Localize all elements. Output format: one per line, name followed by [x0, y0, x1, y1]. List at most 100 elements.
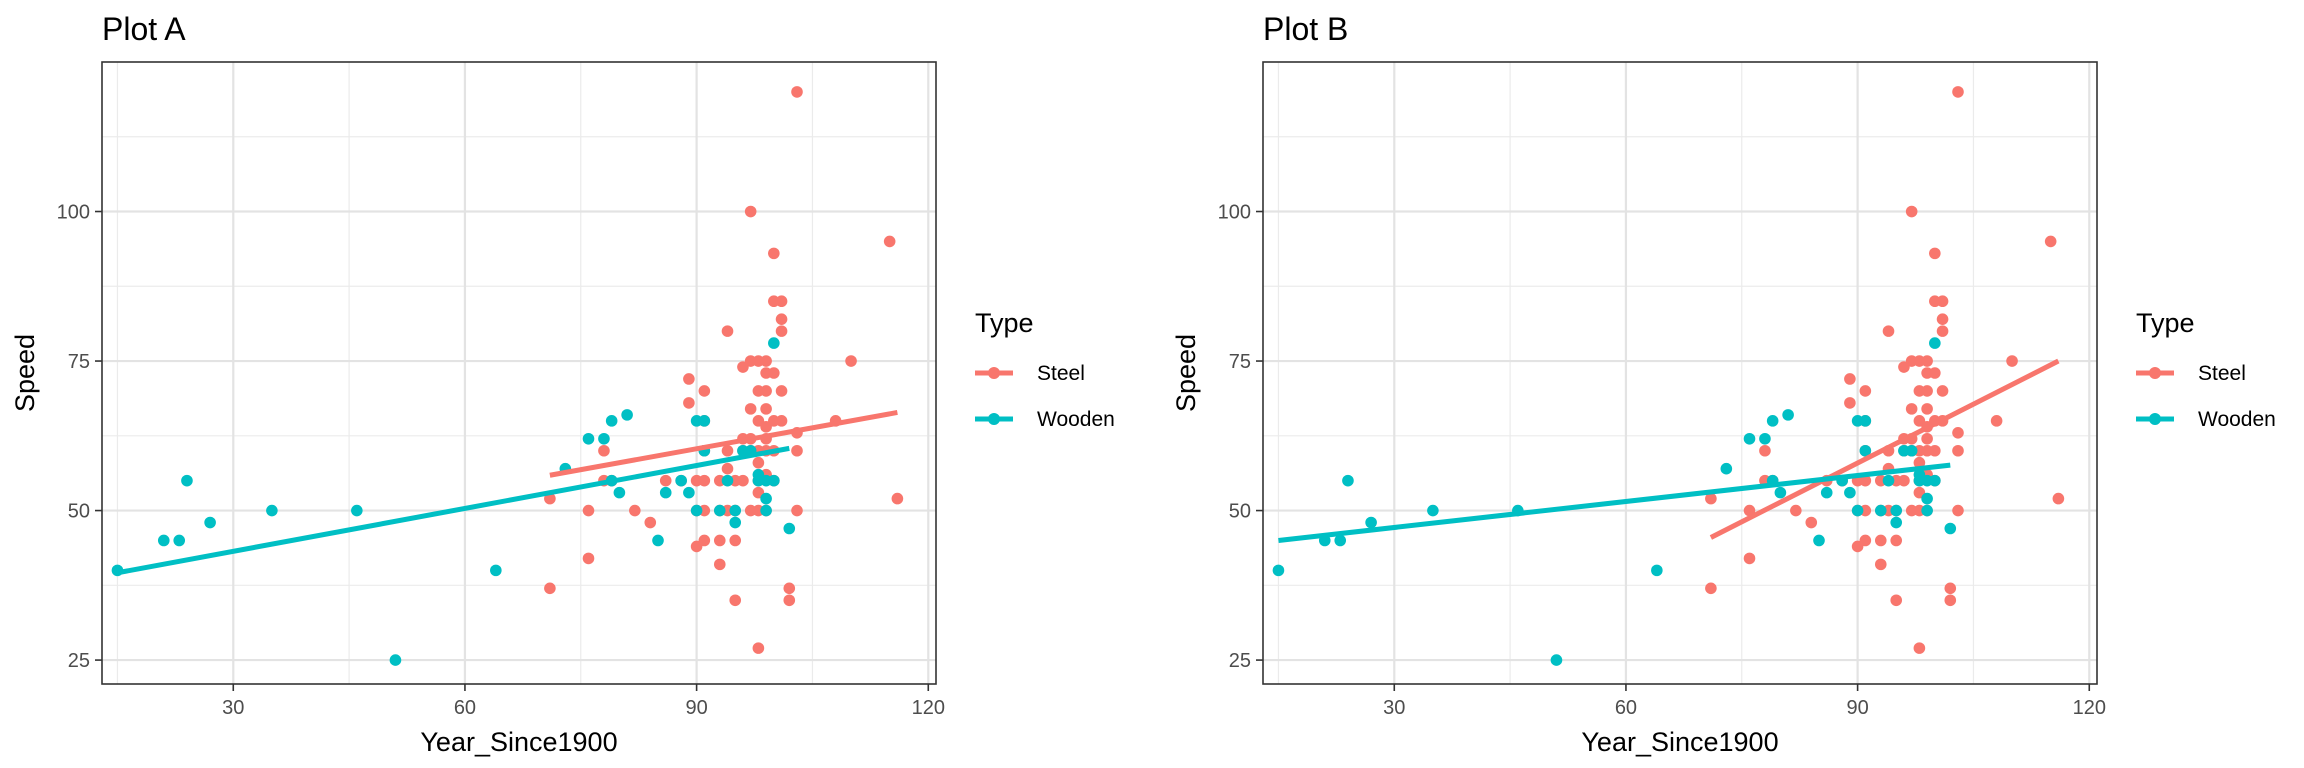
x-axis-title: Year_Since1900	[420, 727, 617, 757]
panel-background	[102, 62, 936, 684]
data-point-steel	[1952, 504, 1964, 517]
data-point-wooden	[1844, 486, 1856, 499]
data-point-wooden	[1929, 474, 1941, 487]
data-point-steel	[698, 385, 711, 397]
panel-border	[101, 61, 937, 685]
data-point-wooden	[1759, 432, 1771, 445]
data-point-steel	[1990, 415, 2003, 427]
panel-background	[1263, 62, 2097, 684]
legend-label-steel: Steel	[2198, 362, 2246, 385]
legend-title: Type	[2136, 308, 2195, 338]
data-point-steel	[760, 385, 772, 397]
data-point-steel	[783, 594, 796, 607]
data-point-wooden	[266, 504, 278, 517]
data-point-steel	[1890, 594, 1903, 607]
data-point-wooden	[1921, 492, 1933, 505]
data-point-wooden	[181, 474, 193, 487]
data-point-steel	[1790, 504, 1802, 517]
y-tick-label: 75	[68, 351, 90, 373]
data-point-steel	[1944, 582, 1957, 595]
data-point-wooden	[1890, 516, 1903, 529]
data-point-wooden	[652, 534, 664, 547]
data-point-steel	[791, 86, 803, 98]
data-point-steel	[775, 385, 788, 397]
data-point-wooden	[1882, 474, 1895, 487]
data-point-wooden	[675, 474, 687, 487]
data-point-steel	[1921, 355, 1933, 367]
data-point-steel	[1859, 534, 1872, 547]
data-point-wooden	[1851, 504, 1864, 517]
data-point-wooden	[698, 415, 711, 427]
data-point-steel	[1859, 385, 1872, 397]
data-point-wooden	[1365, 516, 1377, 529]
data-point-steel	[2044, 235, 2057, 248]
data-point-wooden	[768, 337, 780, 349]
data-point-steel	[760, 403, 772, 415]
data-point-wooden	[204, 516, 216, 529]
gridlines	[1263, 62, 2097, 684]
data-point-steel	[1705, 492, 1717, 505]
data-point-steel	[629, 504, 641, 517]
data-point-wooden	[1720, 462, 1733, 475]
data-point-wooden	[768, 474, 780, 487]
data-point-steel	[737, 474, 749, 487]
plot-panel-2: 30 60 90 120 25 50 75 100 Year_Since1900 Speed Plo…	[1171, 11, 2276, 757]
data-point-wooden	[621, 409, 633, 421]
data-point-wooden	[1929, 337, 1941, 349]
data-points	[1272, 86, 2065, 666]
data-point-steel	[2052, 492, 2065, 505]
data-point-wooden	[1651, 564, 1663, 577]
data-point-wooden	[683, 486, 695, 499]
legend-label-wooden: Wooden	[2198, 408, 2276, 431]
y-tick-label: 25	[68, 650, 90, 672]
data-point-steel	[744, 205, 757, 218]
legend: Type Steel Wooden	[2136, 308, 2276, 431]
data-point-wooden	[721, 474, 734, 487]
data-point-wooden	[1743, 432, 1756, 445]
data-point-wooden	[729, 504, 742, 517]
chart-title: Plot A	[102, 11, 186, 47]
data-point-steel	[775, 295, 788, 308]
panel-border	[1262, 61, 2098, 685]
data-point-steel	[752, 456, 765, 469]
data-point-wooden	[1550, 654, 1563, 666]
data-point-steel	[1898, 474, 1910, 487]
data-point-wooden	[157, 534, 170, 547]
legend: Type Steel Wooden	[975, 308, 1115, 431]
x-tick-label: 30	[1383, 697, 1405, 719]
data-point-steel	[1921, 432, 1933, 445]
data-point-wooden	[1272, 564, 1285, 577]
data-point-steel	[1905, 205, 1918, 218]
data-point-steel	[752, 642, 765, 654]
data-point-wooden	[173, 534, 186, 547]
data-point-steel	[582, 504, 595, 517]
data-point-steel	[891, 492, 904, 505]
data-point-wooden	[582, 432, 595, 445]
data-point-steel	[729, 594, 742, 607]
data-point-wooden	[760, 492, 772, 505]
y-tick-label: 50	[1229, 501, 1251, 523]
data-point-steel	[775, 325, 788, 337]
data-point-steel	[1952, 444, 1964, 457]
data-point-wooden	[1334, 534, 1347, 547]
data-point-steel	[683, 397, 695, 409]
x-tick-label: 60	[454, 697, 476, 719]
data-point-steel	[883, 235, 896, 248]
data-point-steel	[768, 247, 780, 260]
data-point-steel	[1921, 385, 1933, 397]
x-tick-label: 120	[912, 697, 945, 719]
fit-lines	[116, 410, 898, 576]
data-point-wooden	[1774, 486, 1787, 499]
data-point-wooden	[1859, 415, 1872, 427]
data-point-steel	[1874, 534, 1887, 547]
data-point-wooden	[1342, 474, 1354, 487]
legend-label-wooden: Wooden	[1037, 408, 1115, 431]
y-tick-label: 25	[1229, 650, 1251, 672]
data-point-steel	[1929, 247, 1941, 260]
data-point-steel	[775, 313, 788, 325]
data-point-wooden	[1905, 444, 1918, 457]
data-point-wooden	[760, 504, 772, 517]
x-tick-label: 120	[2073, 697, 2106, 719]
data-point-steel	[598, 444, 610, 457]
data-point-wooden	[490, 564, 502, 577]
